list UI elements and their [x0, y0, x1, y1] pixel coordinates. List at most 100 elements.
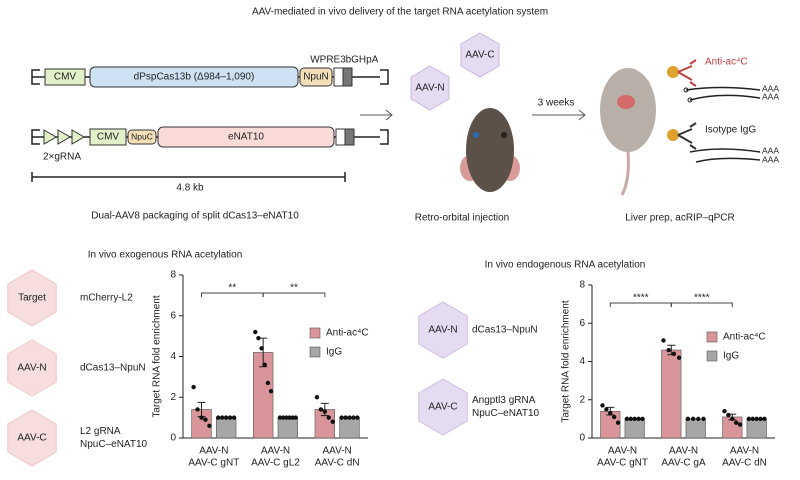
data-point — [600, 403, 605, 408]
legend-label: IgG — [723, 351, 739, 362]
data-point — [661, 338, 666, 343]
capsid-label: AAV-N — [17, 363, 46, 374]
y-tick-label: 2 — [170, 392, 176, 403]
data-point — [624, 416, 630, 422]
bar — [216, 417, 237, 439]
bar — [685, 418, 706, 439]
data-point — [223, 415, 229, 420]
data-point — [696, 416, 701, 422]
data-point — [290, 415, 295, 420]
key-label: L2 gRNA — [80, 426, 121, 437]
y-tick-label: 8 — [170, 270, 176, 281]
data-point — [347, 415, 352, 420]
x-tick-label: AAV-C gL2 — [251, 458, 300, 469]
part-label: NpuC — [131, 131, 153, 141]
antibody-label: Anti-ac⁴C — [705, 57, 748, 68]
data-point — [671, 351, 677, 357]
data-point — [737, 422, 743, 427]
key-label: NpuC–eNAT10 — [80, 439, 148, 450]
arrow — [532, 109, 586, 121]
significance-label: **** — [633, 293, 649, 304]
legend-swatch — [309, 327, 321, 339]
data-point — [355, 415, 360, 420]
data-point — [666, 347, 671, 353]
significance-label: ** — [290, 283, 298, 294]
enat10-block — [157, 126, 335, 148]
y-tick-label: 2 — [579, 394, 585, 405]
data-point — [231, 415, 237, 420]
key-label: dCas13–NpuN — [472, 325, 538, 336]
x-tick-label: AAV-N — [323, 446, 352, 457]
data-point — [640, 416, 645, 422]
y-tick-label: 8 — [579, 280, 585, 291]
x-tick-label: AAV-N — [261, 446, 290, 457]
cas-block — [89, 66, 299, 88]
x-tick-label: AAV-N — [608, 446, 637, 457]
significance-label: **** — [694, 293, 710, 304]
cmv-block — [44, 68, 86, 86]
key-label: NpuC–eNAT10 — [472, 408, 540, 419]
data-point — [734, 420, 739, 425]
y-tick-label: 4 — [170, 351, 176, 362]
poly-a: AAA — [762, 145, 779, 155]
part-label: eNAT10 — [228, 132, 264, 143]
chart-title: In vivo endogenous RNA acetylation — [485, 260, 646, 271]
data-point — [216, 415, 221, 420]
x-tick-label: AAV-C dN — [315, 458, 360, 469]
legend-label: IgG — [326, 347, 342, 358]
data-point — [203, 417, 208, 422]
mouse-body — [600, 68, 656, 196]
data-point — [339, 415, 344, 420]
part-label: CMV — [97, 132, 120, 143]
data-point — [762, 416, 767, 422]
bar — [746, 418, 767, 439]
data-point — [253, 329, 258, 335]
caption: Dual-AAV8 packaging of split dCas13–eNAT… — [91, 211, 299, 222]
bar — [339, 417, 360, 439]
data-point — [207, 423, 212, 428]
key-label: dCas13–NpuN — [80, 363, 146, 374]
arrow — [360, 109, 393, 121]
legend-label: Anti-ac⁴C — [723, 332, 766, 343]
key-label: Angptl3 gRNA — [472, 395, 536, 406]
capsid-label: AAV-C — [428, 402, 457, 413]
antibody-panel — [667, 59, 761, 163]
y-axis-label: Target RNA fold enrichment — [561, 300, 572, 423]
capsid-label: AAV-N — [415, 83, 444, 94]
significance-label: ** — [228, 283, 236, 294]
key-label: mCherry-L2 — [80, 293, 133, 304]
data-point — [322, 409, 328, 414]
capsid — [410, 65, 450, 111]
x-tick-label: AAV-C gNT — [188, 458, 239, 469]
data-point — [690, 416, 696, 422]
data-point — [636, 416, 641, 422]
grna-arrows — [43, 129, 85, 145]
data-point — [604, 407, 609, 412]
y-tick-label: 6 — [579, 318, 585, 329]
cmv-block — [89, 128, 127, 146]
data-point — [262, 362, 267, 367]
npun-block — [299, 67, 333, 87]
capsid — [460, 32, 500, 78]
capsid-label: AAV-C — [465, 50, 494, 61]
data-point — [754, 416, 759, 422]
part-label: WPRE3 — [310, 55, 346, 66]
x-tick-label: AAV-N — [199, 446, 228, 457]
poly-a: AAA — [762, 91, 779, 101]
x-tick-label: AAV-N — [730, 446, 759, 457]
length-label: 4.8 kb — [176, 183, 204, 194]
data-point — [256, 335, 261, 341]
data-point — [351, 415, 356, 420]
data-point — [293, 415, 298, 420]
data-point — [730, 416, 735, 422]
capsid — [418, 301, 468, 359]
x-tick-label: AAV-C gNT — [597, 458, 648, 469]
npuc-block — [127, 129, 157, 145]
data-point — [750, 416, 755, 422]
data-point — [220, 415, 225, 420]
capsid — [418, 378, 468, 436]
legend-swatch — [309, 346, 321, 358]
data-point — [268, 388, 274, 394]
y-tick-label: 4 — [579, 356, 585, 367]
